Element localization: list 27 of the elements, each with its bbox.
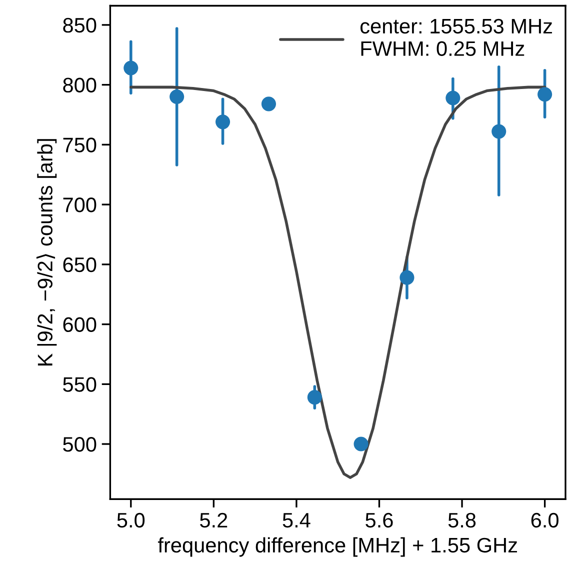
x-tick-label: 5.4	[282, 513, 310, 528]
x-tick-label: 5.2	[200, 512, 228, 528]
point	[170, 89, 184, 104]
point	[216, 114, 230, 130]
x-tick-label: 5.0	[117, 512, 145, 528]
y-axis-title: K |9/2, −9/2⟩ counts [arb]	[36, 139, 57, 366]
point	[538, 87, 552, 102]
y-tick-label: 650	[63, 257, 96, 272]
y-tick-label: 550	[63, 377, 96, 392]
y-tick-label: 600	[63, 317, 96, 332]
legend-label: center: 1555.53 MHz FWHM: 0.25 MHz	[360, 18, 552, 56]
point	[261, 96, 276, 112]
point	[400, 270, 414, 285]
y-tick-label: 700	[63, 198, 96, 212]
point	[492, 124, 506, 139]
point	[354, 436, 368, 452]
x-tick-label: 5.6	[366, 512, 393, 528]
y-tick-label: 850	[63, 18, 96, 33]
x-tick-label: 6.0	[531, 512, 558, 528]
x-axis-title: frequency difference [MHz] + 1.55 GHz	[158, 537, 517, 557]
y-tick-label: 800	[63, 78, 96, 93]
y-tick-label: 750	[63, 138, 96, 152]
point	[446, 90, 460, 106]
point	[124, 60, 138, 76]
x-tick-label: 5.8	[448, 512, 476, 528]
y-tick-label: 500	[63, 437, 96, 452]
point	[307, 390, 322, 405]
